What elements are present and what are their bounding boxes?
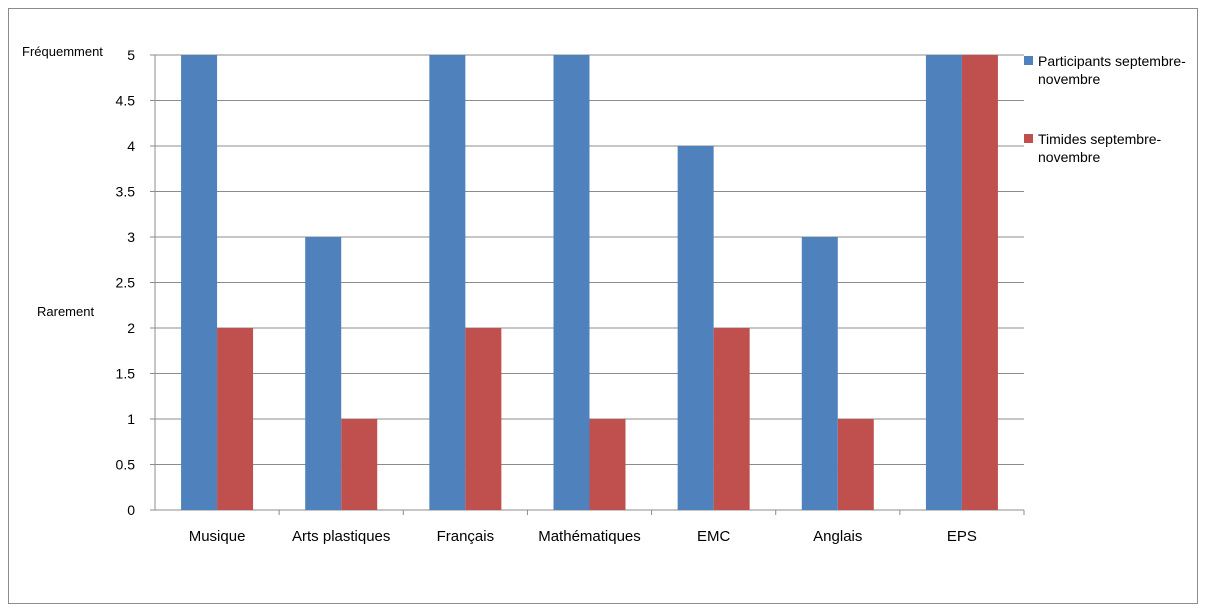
y-bottom-annotation: Rarement xyxy=(37,304,95,319)
y-tick-label: 1.5 xyxy=(116,366,136,382)
x-tick-label: Anglais xyxy=(813,528,862,545)
bar-timides xyxy=(217,328,254,510)
y-tick-label: 5 xyxy=(127,47,135,63)
y-top-annotation: Fréquemment xyxy=(22,44,103,59)
legend-swatch-timides xyxy=(1024,134,1033,143)
x-tick-label: Mathématiques xyxy=(538,528,641,545)
y-tick-label: 0.5 xyxy=(116,457,136,473)
y-tick-label: 4 xyxy=(127,138,135,154)
x-tick-label: Arts plastiques xyxy=(292,528,390,545)
y-tick-label: 2.5 xyxy=(116,275,136,291)
legend: Participants septembre-novembre Timides … xyxy=(1024,52,1204,208)
bar-participants xyxy=(925,55,962,510)
legend-swatch-participants xyxy=(1024,56,1033,65)
y-tick-label: 3.5 xyxy=(116,184,136,200)
bar-participants xyxy=(305,237,342,510)
y-tick-label: 0 xyxy=(127,502,135,518)
y-tick-label: 1 xyxy=(127,411,135,427)
x-tick-label: Musique xyxy=(189,528,246,545)
legend-label-participants: Participants septembre-novembre xyxy=(1038,53,1186,87)
bar-participants xyxy=(429,55,466,510)
bar-timides xyxy=(713,328,750,510)
x-tick-label: EMC xyxy=(697,528,731,545)
x-tick-label: Français xyxy=(437,528,495,545)
bar-timides xyxy=(961,55,998,510)
bar-timides xyxy=(837,419,874,510)
y-tick-label: 4.5 xyxy=(116,93,136,109)
bar-participants xyxy=(181,55,218,510)
bar-participants xyxy=(553,55,590,510)
bar-timides xyxy=(589,419,626,510)
legend-item-participants: Participants septembre-novembre xyxy=(1024,52,1204,88)
y-tick-label: 3 xyxy=(127,229,135,245)
x-tick-label: EPS xyxy=(947,528,977,545)
legend-label-timides: Timides septembre-novembre xyxy=(1038,131,1162,165)
bar-timides xyxy=(465,328,502,510)
y-tick-label: 2 xyxy=(127,320,135,336)
bar-timides xyxy=(341,419,378,510)
legend-item-timides: Timides septembre-novembre xyxy=(1024,130,1204,166)
bar-participants xyxy=(677,146,714,510)
bar-participants xyxy=(801,237,838,510)
